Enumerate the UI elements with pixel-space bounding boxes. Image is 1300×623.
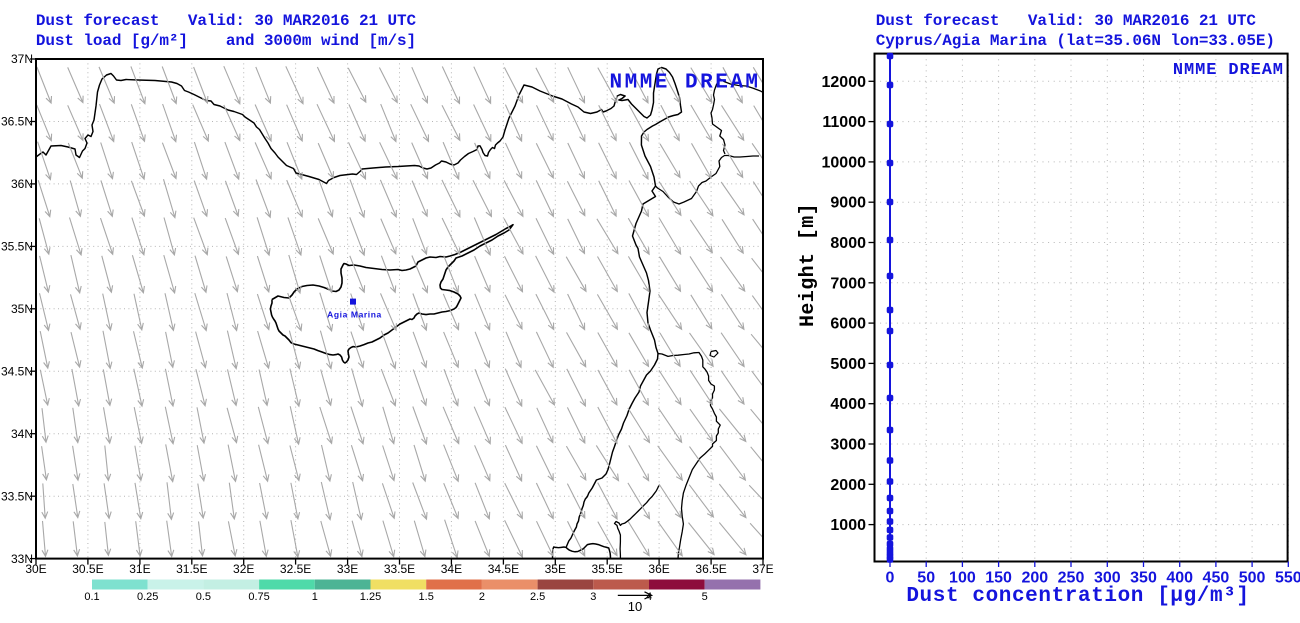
svg-text:37E: 37E [752,562,773,576]
svg-text:36E: 36E [648,562,669,576]
svg-text:33N: 33N [11,552,33,566]
svg-text:6000: 6000 [830,316,866,333]
svg-text:4000: 4000 [830,396,866,413]
svg-text:1.25: 1.25 [360,591,381,603]
svg-text:31.5E: 31.5E [176,562,207,576]
svg-text:450: 450 [1203,569,1230,586]
svg-text:11000: 11000 [822,114,866,131]
svg-text:1: 1 [312,591,318,603]
svg-text:2.5: 2.5 [530,591,545,603]
svg-text:0.25: 0.25 [137,591,158,603]
svg-text:33.5N: 33.5N [1,489,33,503]
svg-text:37N: 37N [11,52,33,66]
svg-text:36.5E: 36.5E [695,562,726,576]
svg-text:Dust forecast Valid: 30 MAR2: Dust forecast Valid: 30 MAR2016 21 UTC [876,12,1257,30]
svg-text:34.5E: 34.5E [488,562,519,576]
svg-text:7000: 7000 [830,275,866,292]
svg-text:34.5N: 34.5N [1,364,33,378]
svg-text:34E: 34E [441,562,462,576]
svg-text:2: 2 [479,591,485,603]
svg-text:Dust load [g/m²] and 3000m: Dust load [g/m²] and 3000m wind [m/s] [36,32,416,50]
svg-text:33E: 33E [337,562,358,576]
svg-text:31E: 31E [129,562,150,576]
svg-text:100: 100 [949,569,976,586]
svg-text:200: 200 [1021,569,1048,586]
svg-text:250: 250 [1058,569,1085,586]
svg-text:0: 0 [886,569,895,586]
svg-text:1.5: 1.5 [419,591,434,603]
svg-text:Height [m]: Height [m] [797,203,820,327]
svg-text:500: 500 [1239,569,1266,586]
svg-text:NMME DREAM: NMME DREAM [1173,61,1284,80]
svg-text:300: 300 [1094,569,1121,586]
svg-text:35N: 35N [11,302,33,316]
svg-text:10: 10 [628,599,642,614]
svg-text:Dust forecast Valid: 30 MAR2: Dust forecast Valid: 30 MAR2016 21 UTC [36,12,417,30]
svg-text:3000: 3000 [830,437,866,454]
svg-text:32E: 32E [233,562,254,576]
svg-text:150: 150 [985,569,1012,586]
svg-text:30.5E: 30.5E [72,562,103,576]
svg-text:8000: 8000 [830,235,866,252]
svg-text:400: 400 [1166,569,1193,586]
svg-text:50: 50 [917,569,935,586]
svg-text:0.1: 0.1 [84,591,99,603]
svg-text:Agia Marina: Agia Marina [327,310,382,320]
svg-text:Cyprus/Agia Marina (lat=35.06N: Cyprus/Agia Marina (lat=35.06N lon=33.05… [876,32,1275,50]
svg-text:5: 5 [702,591,708,603]
svg-text:5000: 5000 [830,356,866,373]
svg-text:NMME DREAM: NMME DREAM [610,72,761,95]
svg-text:12000: 12000 [822,74,867,91]
svg-text:30E: 30E [25,562,46,576]
svg-text:33.5E: 33.5E [384,562,415,576]
svg-text:10000: 10000 [822,154,867,171]
svg-text:1000: 1000 [830,517,866,534]
svg-text:36N: 36N [11,177,33,191]
svg-text:36.5N: 36.5N [1,115,33,129]
svg-text:34N: 34N [11,427,33,441]
svg-text:35.5E: 35.5E [592,562,623,576]
svg-text:550: 550 [1275,569,1300,586]
svg-text:0.75: 0.75 [248,591,269,603]
svg-text:9000: 9000 [830,195,866,212]
svg-text:350: 350 [1130,569,1157,586]
svg-text:32.5E: 32.5E [280,562,311,576]
svg-text:35E: 35E [545,562,566,576]
svg-text:3: 3 [590,591,596,603]
svg-text:0.5: 0.5 [196,591,211,603]
svg-text:35.5N: 35.5N [1,240,33,254]
svg-text:Dust concentration [μg/m³]: Dust concentration [μg/m³] [906,585,1249,608]
svg-text:2000: 2000 [830,477,866,494]
